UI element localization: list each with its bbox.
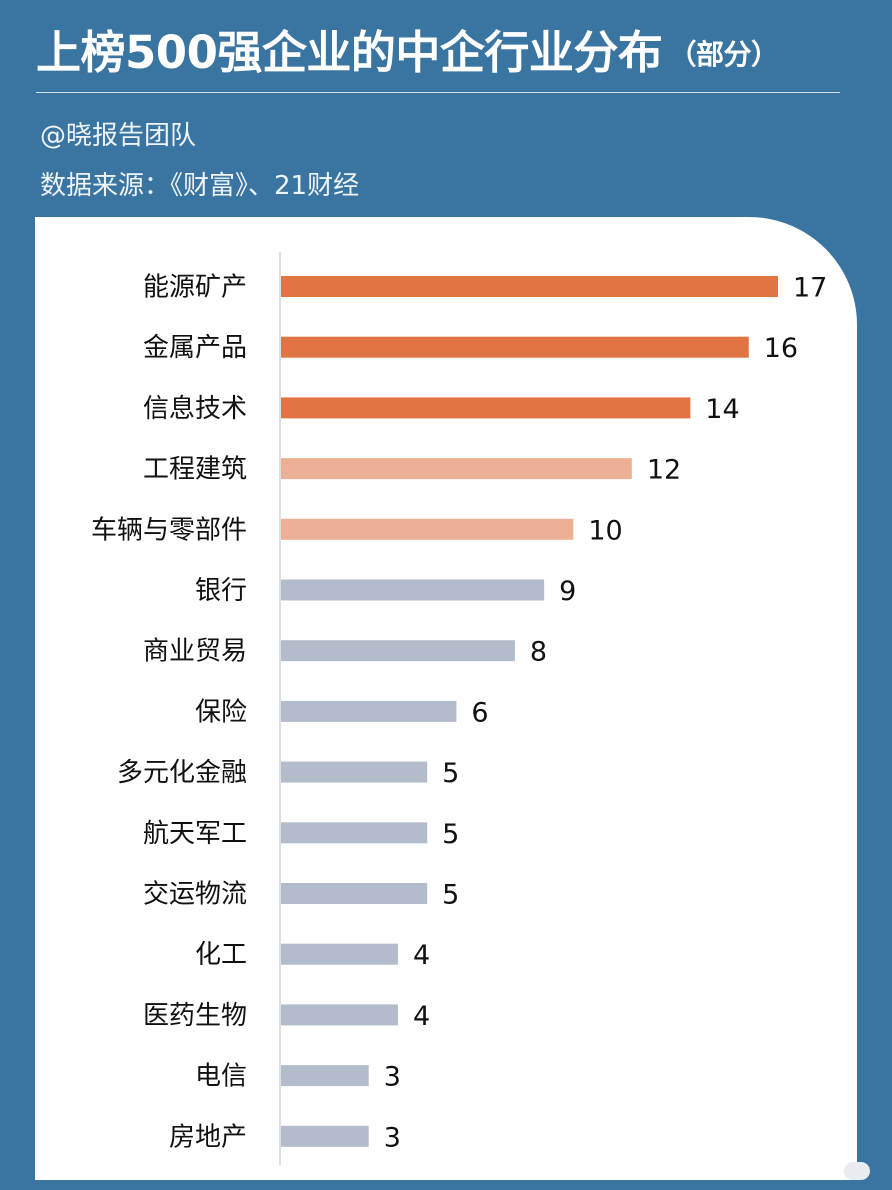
author-label: @晓报告团队 bbox=[40, 121, 197, 151]
bar bbox=[281, 943, 398, 965]
bar bbox=[281, 1065, 369, 1087]
data-label: 16 bbox=[764, 333, 798, 364]
data-label: 5 bbox=[442, 880, 459, 911]
data-label: 9 bbox=[559, 576, 576, 607]
category-label: 电信 bbox=[195, 1062, 247, 1092]
bar bbox=[281, 1004, 398, 1026]
data-label: 12 bbox=[647, 455, 681, 486]
bar bbox=[281, 518, 574, 540]
category-label: 信息技术 bbox=[143, 394, 247, 424]
category-label: 医药生物 bbox=[143, 1001, 247, 1031]
category-label: 航天军工 bbox=[143, 819, 247, 849]
bar bbox=[281, 761, 428, 783]
chart-panel: 能源矿产 17 金属产品 16 信息技术 14 工程建筑 12 车辆与零部件 10 银行 9 商业贸易 8… bbox=[35, 217, 857, 1180]
chart-title-main: 上榜500强企业的中企行业分布 bbox=[36, 26, 663, 79]
bar bbox=[281, 397, 691, 419]
data-label: 3 bbox=[384, 1062, 401, 1093]
data-label: 6 bbox=[471, 697, 488, 728]
bar bbox=[281, 822, 428, 844]
title-divider bbox=[36, 92, 840, 93]
category-label: 房地产 bbox=[169, 1122, 247, 1152]
data-label: 4 bbox=[413, 940, 430, 971]
data-label: 17 bbox=[793, 273, 827, 304]
bar bbox=[281, 336, 749, 358]
category-label: 商业贸易 bbox=[143, 637, 247, 667]
category-label: 交运物流 bbox=[143, 880, 247, 910]
chart-title: 上榜500强企业的中企行业分布 （部分） bbox=[36, 22, 876, 86]
data-label: 4 bbox=[413, 1001, 430, 1032]
source-label: 数据来源：《财富》、21财经 bbox=[40, 171, 360, 201]
bar bbox=[281, 640, 515, 662]
bar bbox=[281, 579, 545, 601]
data-label: 5 bbox=[442, 819, 459, 850]
bar bbox=[281, 276, 778, 297]
data-label: 10 bbox=[588, 515, 622, 546]
data-label: 14 bbox=[705, 394, 739, 425]
category-label: 银行 bbox=[195, 576, 247, 606]
category-label: 工程建筑 bbox=[143, 455, 247, 485]
category-label: 保险 bbox=[195, 697, 247, 727]
chart-title-suffix: （部分） bbox=[668, 38, 779, 71]
data-label: 3 bbox=[384, 1122, 401, 1153]
bar bbox=[281, 883, 428, 904]
data-label: 5 bbox=[442, 758, 459, 789]
category-label: 金属产品 bbox=[143, 333, 247, 363]
bar bbox=[281, 1125, 369, 1147]
category-label: 车辆与零部件 bbox=[91, 515, 247, 545]
category-label: 化工 bbox=[195, 940, 247, 970]
bar-group: 能源矿产 17 金属产品 16 信息技术 14 工程建筑 12 车辆与零部件 10 银行 9 商业贸易 8… bbox=[91, 273, 827, 1154]
data-label: 8 bbox=[530, 637, 547, 668]
category-label: 能源矿产 bbox=[143, 273, 247, 303]
watermark-badge bbox=[844, 1162, 870, 1180]
bar bbox=[281, 700, 457, 722]
bar bbox=[281, 458, 632, 480]
bar-chart: 能源矿产 17 金属产品 16 信息技术 14 工程建筑 12 车辆与零部件 10 银行 9 商业贸易 8… bbox=[91, 252, 827, 1165]
category-label: 多元化金融 bbox=[117, 758, 247, 788]
